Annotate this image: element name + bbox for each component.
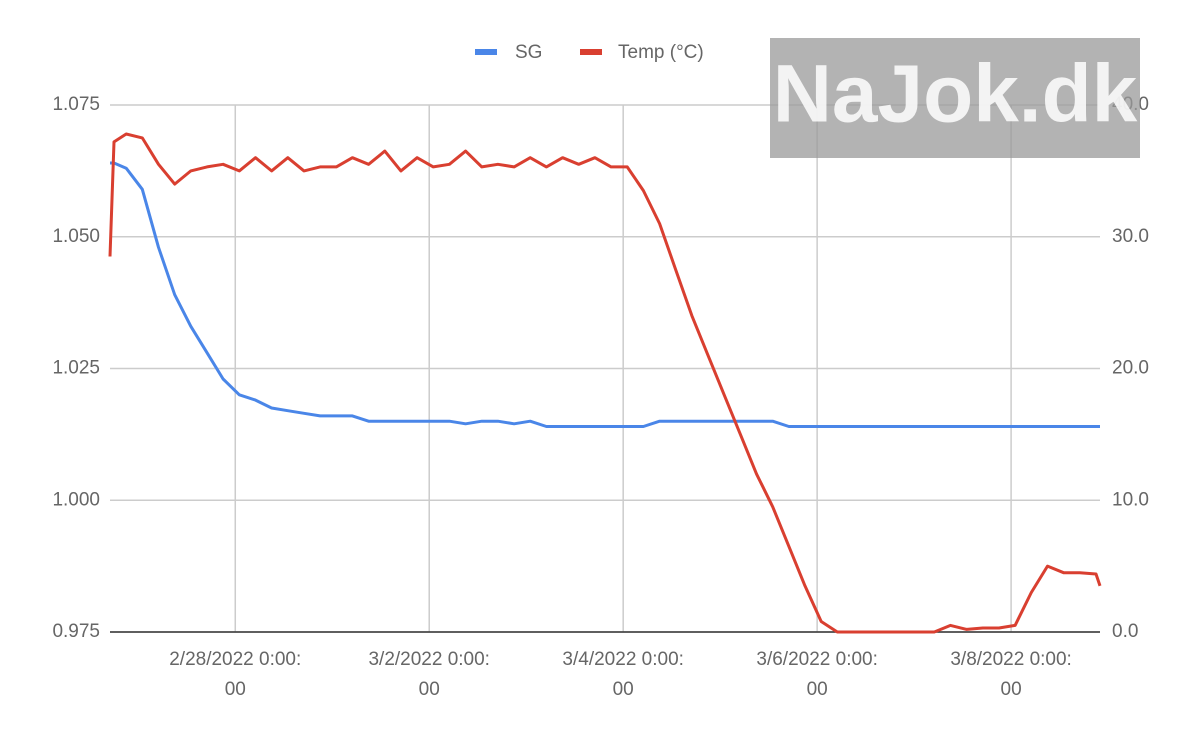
x-tick-label: 3/6/2022 0:00: 00 <box>756 649 878 700</box>
legend-label: Temp (°C) <box>618 42 704 63</box>
y2-tick-label: 10.0 <box>1112 489 1149 510</box>
y-tick-label: 0.975 <box>52 621 100 642</box>
y2-tick-label: 30.0 <box>1112 226 1149 247</box>
x-tick-label: 2/28/2022 0:00: 00 <box>169 649 301 700</box>
x-tick-label: 3/2/2022 0:00: 00 <box>368 649 490 700</box>
y-tick-label: 1.050 <box>52 226 100 247</box>
y-tick-label: 1.000 <box>52 489 100 510</box>
x-tick-label: 3/4/2022 0:00: 00 <box>562 649 684 700</box>
data-line <box>110 161 1100 428</box>
legend-label: SG <box>515 42 542 63</box>
y2-tick-label: 0.0 <box>1112 621 1138 642</box>
watermark: NaJok.dk <box>773 49 1138 140</box>
y-tick-label: 1.025 <box>52 358 100 379</box>
watermark-box <box>770 38 1140 158</box>
x-tick-label: 3/8/2022 0:00: 00 <box>950 649 1072 700</box>
y2-tick-label: 20.0 <box>1112 358 1149 379</box>
y-tick-label: 1.075 <box>52 94 100 115</box>
data-line <box>108 132 1102 634</box>
